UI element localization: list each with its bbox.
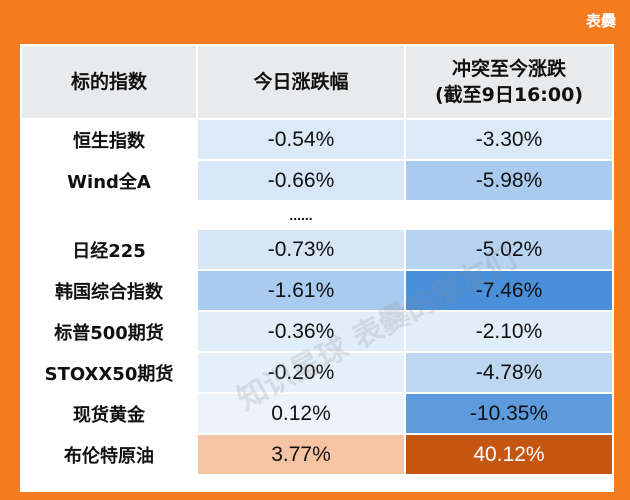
index-name: STOXX50期货 — [22, 353, 196, 392]
today-change-cell: -1.61% — [198, 271, 404, 310]
today-change-cell: 3.77% — [198, 435, 404, 474]
index-name: 恒生指数 — [22, 120, 196, 159]
ellipsis-spacer — [406, 202, 612, 228]
table-row: STOXX50期货 -0.20% -4.78% — [22, 353, 612, 392]
index-performance-table: 标的指数 今日涨跌幅 冲突至今涨跌 (截至9日16:00) 恒生指数 -0.54%… — [20, 44, 614, 476]
header-since-line2: (截至9日16:00) — [434, 84, 584, 106]
since-conflict-change-cell: -3.30% — [406, 120, 612, 159]
table-row: 日经225 -0.73% -5.02% — [22, 230, 612, 269]
since-conflict-change-cell: -4.78% — [406, 353, 612, 392]
today-change-cell: -0.36% — [198, 312, 404, 351]
ellipsis-text: ...... — [198, 202, 404, 228]
index-name: 韩国综合指数 — [22, 271, 196, 310]
table-header-row: 标的指数 今日涨跌幅 冲突至今涨跌 (截至9日16:00) — [22, 46, 612, 118]
table-row: 恒生指数 -0.54% -3.30% — [22, 120, 612, 159]
index-name: 布伦特原油 — [22, 435, 196, 474]
table-row: 韩国综合指数 -1.61% -7.46% — [22, 271, 612, 310]
brand-logo: 表爨 — [585, 12, 616, 30]
header-index: 标的指数 — [22, 46, 196, 118]
header-since-conflict: 冲突至今涨跌 (截至9日16:00) — [406, 46, 612, 118]
today-change-cell: -0.20% — [198, 353, 404, 392]
index-name: Wind全A — [22, 161, 196, 200]
since-conflict-change-cell: -5.02% — [406, 230, 612, 269]
index-name: 日经225 — [22, 230, 196, 269]
table-row: 现货黄金 0.12% -10.35% — [22, 394, 612, 433]
index-name: 标普500期货 — [22, 312, 196, 351]
ellipsis-spacer — [22, 202, 196, 228]
index-table-card: 标的指数 今日涨跌幅 冲突至今涨跌 (截至9日16:00) 恒生指数 -0.54%… — [20, 44, 614, 492]
today-change-cell: -0.73% — [198, 230, 404, 269]
today-change-cell: -0.66% — [198, 161, 404, 200]
table-row: Wind全A -0.66% -5.98% — [22, 161, 612, 200]
table-row: 布伦特原油 3.77% 40.12% — [22, 435, 612, 474]
today-change-cell: -0.54% — [198, 120, 404, 159]
table-row: 标普500期货 -0.36% -2.10% — [22, 312, 612, 351]
since-conflict-change-cell: -7.46% — [406, 271, 612, 310]
index-name: 现货黄金 — [22, 394, 196, 433]
since-conflict-change-cell: -5.98% — [406, 161, 612, 200]
header-since-line1: 冲突至今涨跌 — [451, 58, 566, 80]
since-conflict-change-cell: 40.12% — [406, 435, 612, 474]
ellipsis-row: ...... — [22, 202, 612, 228]
today-change-cell: 0.12% — [198, 394, 404, 433]
header-today-change: 今日涨跌幅 — [198, 46, 404, 118]
since-conflict-change-cell: -10.35% — [406, 394, 612, 433]
since-conflict-change-cell: -2.10% — [406, 312, 612, 351]
